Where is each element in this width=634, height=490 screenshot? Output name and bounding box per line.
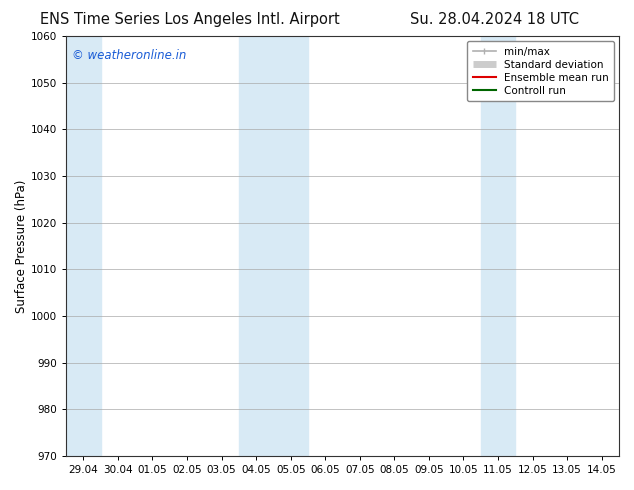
Text: © weatheronline.in: © weatheronline.in	[72, 49, 186, 62]
Text: Su. 28.04.2024 18 UTC: Su. 28.04.2024 18 UTC	[410, 12, 579, 27]
Text: ENS Time Series Los Angeles Intl. Airport: ENS Time Series Los Angeles Intl. Airpor…	[41, 12, 340, 27]
Y-axis label: Surface Pressure (hPa): Surface Pressure (hPa)	[15, 179, 28, 313]
Bar	[239, 36, 308, 456]
Bar	[66, 36, 101, 456]
Bar	[481, 36, 515, 456]
Legend: min/max, Standard deviation, Ensemble mean run, Controll run: min/max, Standard deviation, Ensemble me…	[467, 41, 614, 101]
